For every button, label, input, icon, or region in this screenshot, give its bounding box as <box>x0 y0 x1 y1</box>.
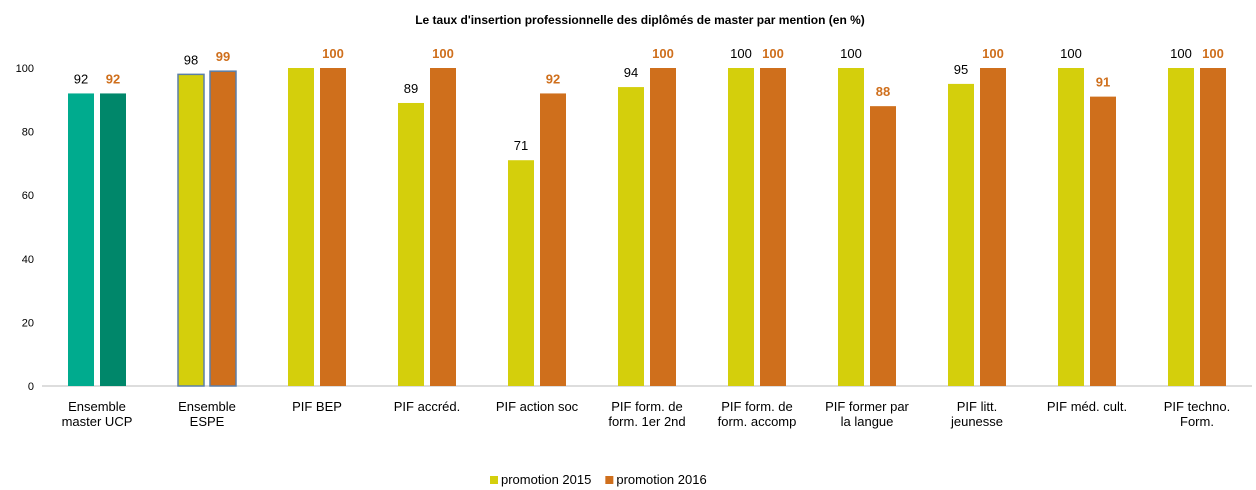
bar <box>508 160 534 386</box>
data-label: 99 <box>216 49 230 64</box>
y-tick-label: 40 <box>22 254 34 266</box>
bar <box>398 102 424 386</box>
bar <box>760 68 786 386</box>
data-label: 100 <box>840 46 862 61</box>
data-label: 89 <box>404 81 418 96</box>
bar <box>948 83 974 387</box>
x-tick-label: PIF méd. cult. <box>1047 399 1127 414</box>
data-label: 94 <box>624 65 638 80</box>
x-tick-label: PIF techno. Form. <box>1164 399 1230 429</box>
bar <box>430 68 456 386</box>
bar <box>618 87 644 386</box>
y-tick-label: 0 <box>28 381 34 393</box>
bar <box>100 93 126 386</box>
x-tick-label: Ensemble master UCP <box>62 399 133 429</box>
bar <box>650 68 676 386</box>
x-tick-label: Ensemble ESPE <box>178 399 236 429</box>
data-label: 88 <box>876 84 890 99</box>
bar <box>980 68 1006 386</box>
data-label: 95 <box>954 62 968 77</box>
x-tick-label: PIF action soc <box>496 399 579 414</box>
data-label: 100 <box>322 46 344 61</box>
bar <box>1090 96 1116 387</box>
data-label: 100 <box>432 46 454 61</box>
data-label: 100 <box>1060 46 1082 61</box>
bar <box>1200 68 1226 386</box>
y-tick-label: 20 <box>22 317 34 329</box>
data-label: 100 <box>982 46 1004 61</box>
x-tick-label: PIF litt. jeunesse <box>950 399 1003 429</box>
bar <box>209 70 237 387</box>
x-tick-label: PIF form. de form. 1er 2nd <box>608 399 685 429</box>
data-label: 100 <box>1202 46 1224 61</box>
legend-swatch <box>490 476 498 484</box>
data-label: 98 <box>184 52 198 67</box>
y-tick-label: 80 <box>22 127 34 139</box>
bar <box>320 68 346 386</box>
data-label: 100 <box>762 46 784 61</box>
legend-swatch <box>605 476 614 484</box>
y-tick-label: 100 <box>16 63 34 75</box>
data-label: 92 <box>546 71 560 86</box>
bar <box>288 68 314 386</box>
data-label: 92 <box>74 71 88 86</box>
y-tick-label: 60 <box>22 190 34 202</box>
bar <box>728 68 754 386</box>
bar <box>1168 68 1194 386</box>
bar <box>177 73 205 387</box>
x-tick-label: PIF form. de form. accomp <box>718 399 797 429</box>
chart-title: Le taux d'insertion professionnelle des … <box>415 13 865 27</box>
legend-label: promotion 2016 <box>616 472 706 487</box>
bar <box>838 68 864 386</box>
bar <box>68 93 94 386</box>
data-label: 100 <box>730 46 752 61</box>
bar <box>1058 68 1084 386</box>
bar <box>870 106 896 386</box>
x-tick-label: PIF former par la langue <box>825 399 909 429</box>
data-label: 91 <box>1096 75 1110 90</box>
data-label: 92 <box>106 71 120 86</box>
x-tick-label: PIF BEP <box>292 399 342 414</box>
data-label: 71 <box>514 138 528 153</box>
data-label: 100 <box>1170 46 1192 61</box>
x-tick-label: PIF accréd. <box>394 399 460 414</box>
data-label: 100 <box>652 46 674 61</box>
legend-label: promotion 2015 <box>501 472 591 487</box>
bar <box>540 93 566 386</box>
